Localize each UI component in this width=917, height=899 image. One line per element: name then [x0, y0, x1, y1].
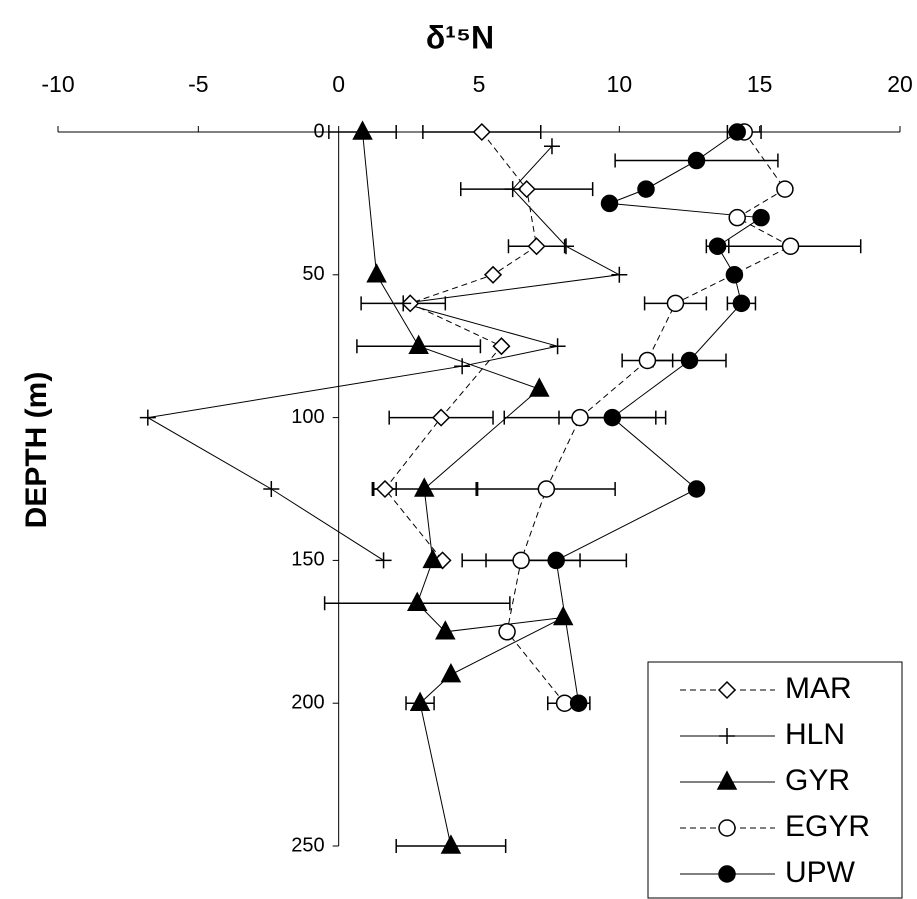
legend-label: EGYR [785, 810, 870, 843]
x-tick-label: 15 [747, 71, 773, 97]
y-axis-label: DEPTH (m) [20, 372, 53, 529]
legend-label: UPW [785, 856, 856, 889]
x-tick-label: -10 [41, 71, 74, 97]
circle-marker [571, 408, 589, 427]
y-tick-label: 150 [291, 549, 324, 571]
diamond-marker [492, 337, 511, 356]
x-tick-label: -5 [188, 71, 208, 97]
triangle-marker [529, 377, 550, 397]
circle-marker [728, 208, 746, 227]
y-tick-label: 200 [291, 691, 324, 713]
plus-marker [611, 266, 628, 283]
circle-marker [569, 694, 588, 712]
legend-label: MAR [785, 672, 852, 705]
plus-marker [263, 481, 280, 497]
triangle-marker [408, 334, 429, 354]
circle-marker [728, 123, 746, 141]
circle-marker [718, 819, 736, 837]
triangle-marker [409, 691, 431, 711]
triangle-marker [422, 548, 443, 569]
triangle-marker [414, 477, 435, 497]
diamond-marker [483, 265, 503, 284]
legend-box [647, 661, 903, 899]
triangle-marker [716, 770, 738, 790]
triangle-marker [440, 834, 462, 854]
circle-marker [537, 480, 556, 498]
y-tick-label: 0 [314, 120, 325, 142]
circle-marker [781, 237, 800, 255]
plus-marker [454, 358, 471, 375]
triangle-marker [440, 663, 462, 683]
triangle-marker [352, 120, 373, 140]
circle-marker [680, 351, 699, 370]
triangle-marker [366, 263, 387, 283]
x-tick-label: 5 [473, 71, 486, 97]
triangle-marker [435, 620, 456, 640]
diamond-marker [375, 479, 395, 499]
y-tick-label: 250 [291, 834, 324, 856]
chart-title: δ¹⁵N [426, 19, 494, 55]
diamond-marker [472, 122, 491, 142]
diamond-marker [432, 408, 451, 427]
triangle-marker [407, 591, 428, 611]
x-tick-label: 10 [607, 71, 633, 97]
plus-marker [558, 238, 575, 255]
y-tick-label: 50 [302, 263, 324, 285]
x-tick-label: 0 [332, 71, 345, 97]
plus-marker [395, 295, 412, 312]
legend-label: GYR [785, 764, 850, 797]
circle-marker [547, 551, 565, 570]
circle-marker [637, 180, 655, 198]
legend-label: HLN [785, 718, 845, 751]
circle-marker [603, 408, 622, 427]
circle-marker [752, 208, 770, 227]
plus-marker [139, 409, 156, 426]
circle-marker [725, 266, 744, 284]
circle-marker [718, 865, 736, 883]
circle-marker [708, 237, 727, 255]
series-line [506, 131, 792, 704]
plus-marker [543, 138, 560, 155]
y-tick-label: 100 [291, 406, 324, 428]
plus-marker [504, 181, 521, 198]
circle-marker [687, 151, 706, 170]
circle-marker [600, 194, 619, 213]
plus-marker [549, 338, 566, 355]
diamond-marker [717, 680, 737, 700]
diamond-marker [517, 180, 536, 199]
circle-marker [732, 294, 751, 313]
circle-marker [512, 551, 530, 570]
series-line [146, 145, 621, 561]
x-tick-label: 20 [887, 71, 913, 97]
plus-marker [375, 552, 392, 569]
circle-marker [638, 351, 657, 370]
diamond-marker [527, 237, 546, 256]
circle-marker [498, 623, 516, 641]
circle-marker [687, 480, 706, 498]
triangle-marker [552, 605, 574, 626]
circle-marker [666, 294, 685, 313]
circle-marker [776, 180, 794, 198]
plus-marker [719, 728, 735, 744]
